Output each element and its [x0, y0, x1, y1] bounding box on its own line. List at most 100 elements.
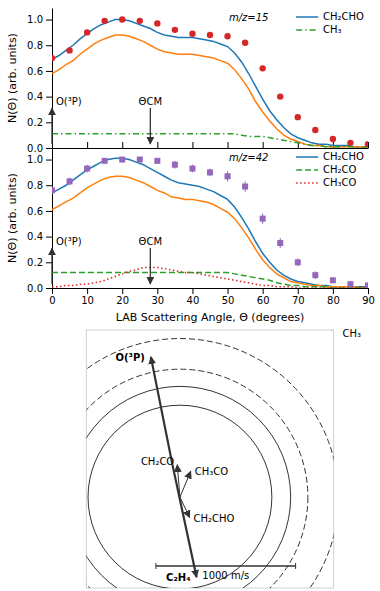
legend-label: CH₃: [323, 24, 342, 35]
data-point: [154, 158, 160, 164]
data-point: [312, 272, 318, 278]
x-tick: 20: [116, 288, 129, 306]
y-tick-label: 0.6: [27, 206, 43, 217]
data-point: [52, 187, 55, 193]
newton-diagram: CH₃O(³P)C₂H₄CH₂COCH₃COCH₂CHO1000 m/s: [0, 271, 380, 591]
beam-label: O(³P): [116, 352, 145, 363]
data-point: [277, 93, 283, 99]
x-tick-label: 40: [187, 295, 200, 306]
x-tick: 0: [49, 288, 55, 306]
panel: 01020304050607080900.00.20.40.60.81.0N(Θ…: [6, 149, 375, 325]
data-point: [66, 47, 72, 53]
x-tick-mark: [52, 288, 53, 294]
series-line: [52, 158, 368, 286]
x-tick: [263, 142, 264, 148]
data-point: [365, 282, 368, 288]
legend-label: CH₂CO: [323, 164, 356, 175]
data-point: [84, 166, 90, 172]
annotation-arrow: [150, 108, 151, 144]
legend-label: CH₂CHO: [323, 151, 364, 162]
x-tick: [228, 142, 229, 148]
series-line: [52, 176, 368, 288]
x-tick-mark: [333, 288, 334, 294]
x-tick: 90: [362, 288, 375, 306]
data-point: [189, 30, 195, 36]
y-tick-label: 0.8: [27, 40, 43, 51]
y-axis: 0.00.20.40.60.81.0: [27, 9, 52, 154]
x-axis-line: [53, 148, 369, 149]
data-point: [295, 259, 301, 265]
x-tick-mark: [122, 142, 123, 148]
data-point: [119, 16, 125, 22]
x-tick-label: 50: [222, 295, 235, 306]
y-axis-title: N(Θ) (arb. units): [6, 33, 19, 123]
y-tick-label: 0.6: [27, 66, 43, 77]
x-tick-mark: [368, 288, 369, 294]
y-tick-label: 1.0: [27, 154, 43, 165]
legend-label: CH₂CHO: [323, 11, 364, 22]
data-point: [259, 65, 265, 71]
annotation-arrow: [51, 108, 52, 144]
data-point: [84, 29, 90, 35]
product-label: CH₃CO: [195, 466, 228, 477]
x-tick-mark: [228, 288, 229, 294]
scale-bar-line: [156, 565, 296, 567]
data-point: [330, 136, 336, 142]
x-tick: [368, 142, 369, 148]
x-axis-title: LAB Scattering Angle, Θ (degrees): [116, 311, 304, 324]
annotation-arrow: [51, 248, 52, 284]
data-point: [189, 166, 195, 172]
data-point: [224, 33, 230, 39]
y-tick-label: 1.0: [27, 14, 43, 25]
scale-bar-cap: [295, 563, 296, 569]
data-point: [172, 27, 178, 33]
beam-arrow: [151, 357, 173, 465]
y-tick: 0.8: [27, 40, 52, 51]
x-tick: 30: [151, 288, 164, 306]
x-tick-mark: [228, 142, 229, 148]
data-point: [207, 169, 213, 175]
x-tick-label: 90: [362, 295, 375, 306]
series-line: [52, 267, 368, 288]
legend-swatch: [296, 182, 318, 184]
legend-swatch: [296, 29, 318, 31]
y-tick-mark: [46, 288, 52, 289]
data-point: [347, 281, 353, 287]
legend-swatch: [296, 169, 318, 171]
scale-bar: 1000 m/s: [156, 563, 296, 581]
plot-area: [52, 157, 368, 288]
annotation-text: ΘCM: [139, 96, 162, 107]
x-tick: [87, 142, 88, 148]
x-tick-mark: [263, 288, 264, 294]
beam-label: C₂H₄: [166, 572, 190, 583]
x-tick-mark: [87, 142, 88, 148]
y-tick-label: 0.0: [27, 143, 43, 154]
y-tick-mark: [46, 71, 52, 72]
data-point: [137, 157, 143, 163]
y-axis-title: N(Θ) (arb. units): [6, 173, 19, 263]
annotation-text: O(³P): [56, 236, 82, 247]
velocity-circle: [88, 405, 272, 588]
velocity-circle: [86, 330, 333, 588]
y-tick: 0.6: [27, 206, 52, 217]
y-tick-mark: [46, 45, 52, 46]
data-point: [242, 184, 248, 190]
data-point: [312, 127, 318, 133]
x-tick: [157, 142, 158, 148]
y-tick: 0.6: [27, 66, 52, 77]
x-tick: 40: [187, 288, 200, 306]
data-point: [102, 158, 108, 164]
y-tick-label: 0.4: [27, 91, 43, 102]
x-tick-label: 0: [49, 295, 55, 306]
plot-area: [86, 330, 333, 588]
data-point: [52, 55, 55, 61]
legend: CH₂CHO CH₃: [296, 11, 364, 35]
y-tick: 1.0: [27, 14, 52, 25]
x-tick-label: 60: [257, 295, 270, 306]
y-tick-mark: [46, 185, 52, 186]
product-label: CH₂CHO: [194, 513, 235, 524]
x-tick: 70: [292, 288, 305, 306]
x-tick-mark: [192, 142, 193, 148]
x-tick-mark: [157, 288, 158, 294]
y-tick: 0.4: [27, 231, 52, 242]
